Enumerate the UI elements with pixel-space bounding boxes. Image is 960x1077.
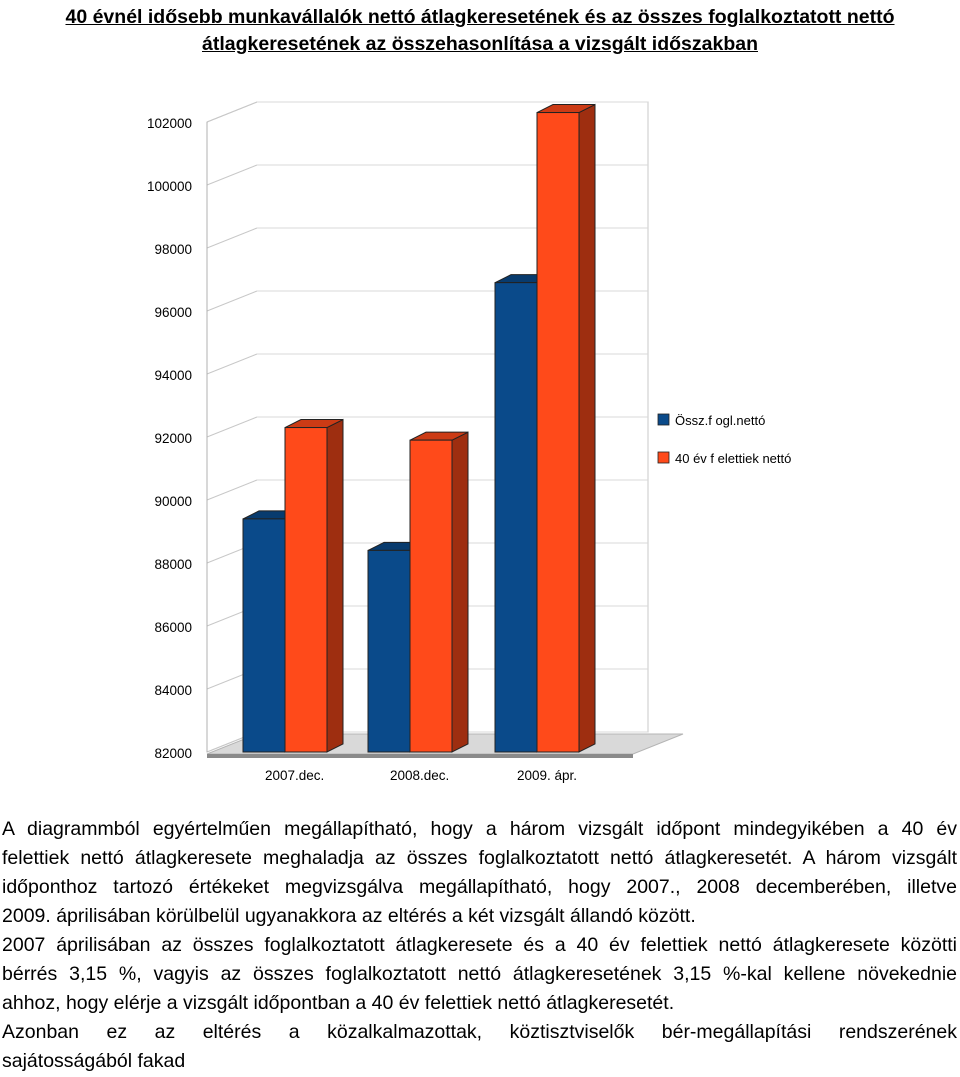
grid-line-side [206,227,258,249]
grid-line-side [206,164,258,186]
grid-line-side [206,101,258,123]
grid-line-side [206,353,258,375]
paragraph-2-line-3: ahhoz, hogy elérje a vizsgált időpontban… [2,992,675,1014]
y-tick-label: 96000 [154,305,192,320]
y-tick-label: 90000 [154,494,192,509]
bar [536,112,580,753]
grid-line-side [206,416,258,438]
bar [409,439,453,753]
paragraph-2-line-2: bérrés 3,15 %, vagyis az összes foglalko… [2,963,957,985]
paragraph-2: 2007 áprilisában az összes foglalkoztato… [2,931,957,1018]
grid-line-side [206,290,258,312]
page-title: 40 évnél idősebb munkavállalók nettó átl… [10,4,950,58]
legend-swatch [657,451,670,464]
y-tick-label: 88000 [154,557,192,572]
y-tick-label: 98000 [154,242,192,257]
x-tick-label: 2009. ápr. [517,768,577,783]
y-tick-label: 94000 [154,368,192,383]
bar [367,549,411,753]
bar [284,427,328,753]
y-tick-label: 100000 [147,179,192,194]
title-line-1: 40 évnél idősebb munkavállalók nettó átl… [65,6,895,28]
paragraph-1-line-1: A diagrammból egyértelműen megállapíthat… [2,818,957,840]
paragraph-1-line-4: 2009. áprilisában körülbelül ugyanakkora… [2,905,696,927]
x-tick-label: 2007.dec. [265,768,324,783]
paragraph-1-line-3: időponthoz tartozó értékeket megvizsgálv… [2,876,957,898]
bar-side [578,103,596,753]
legend-swatch [657,413,670,426]
plot-floor-edge [207,754,633,758]
paragraph-3-line-2: sajátosságából fakad [2,1050,186,1072]
y-tick-label: 84000 [154,683,192,698]
bar-chart: 102000 100000 98000 96000 94000 92000 90000 880… [147,101,791,783]
x-tick-label: 2008.dec. [390,768,449,783]
paragraph-1: A diagrammból egyértelműen megállapíthat… [2,815,957,931]
bar-side [326,418,344,753]
paragraph-1-line-2: felettiek nettó átlagkeresete meghaladja… [2,847,957,869]
paragraph-2-line-1: 2007 áprilisában az összes foglalkoztato… [2,934,957,956]
y-tick-label: 92000 [154,431,192,446]
y-tick-label: 102000 [147,116,192,131]
paragraph-3: Azonban ez az eltérés a közalkalmazottak… [2,1018,957,1076]
legend-label: Össz.f ogl.nettó [675,413,765,428]
paragraph-3-line-1: Azonban ez az eltérés a közalkalmazottak… [2,1021,957,1043]
bar [242,518,286,753]
y-tick-label: 86000 [154,620,192,635]
y-tick-label: 82000 [154,746,192,761]
grid-line-side [206,479,258,501]
bar [494,282,538,753]
legend-label: 40 év f elettiek nettó [675,451,791,466]
bar-side [451,431,469,753]
title-line-2: átlagkeresetének az összehasonlítása a v… [202,33,758,55]
